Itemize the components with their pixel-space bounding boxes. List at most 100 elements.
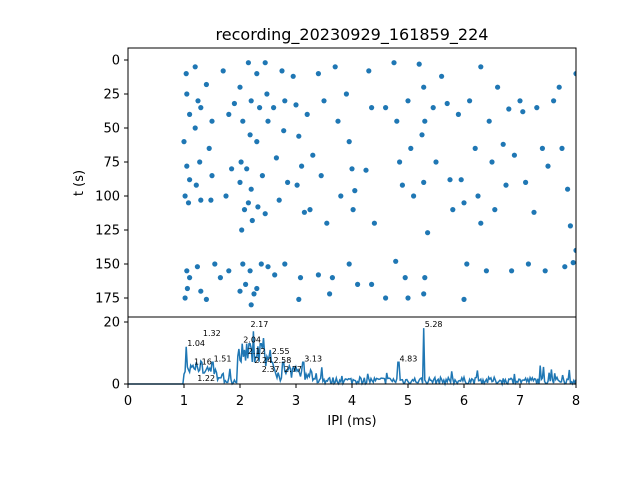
spike-point [562,264,568,270]
spike-point [254,71,260,77]
axes-ticks: 0 25 50 75 100 125 150 175 0 20 0 1 2 3 4 5 6 7 8 [95,54,580,410]
peak-label: 2.12 [248,347,266,356]
spike-point [450,207,456,213]
peak-label: 1.04 [187,339,205,348]
spike-point [299,163,305,169]
peak-label: 2.24 [254,356,272,365]
spike-point [254,285,260,292]
spike-point [220,68,226,74]
spike-point [198,197,204,203]
spike-point [525,261,532,267]
spike-point [265,118,271,124]
spike-point [391,60,397,66]
spike-point [197,159,203,165]
peak-label: 4.83 [400,354,418,363]
spike-point [187,177,193,183]
spike-point [458,177,464,183]
spike-point [248,186,254,192]
spike-point [425,230,431,236]
spike-point [265,264,271,270]
raster-y-tick-label: 125 [95,224,120,239]
spike-point [492,207,498,213]
spike-point [405,295,411,301]
peak-label: 1.16 [194,357,212,366]
raster-y-tick-label: 100 [95,190,120,205]
peak-label: 2.17 [251,320,269,329]
spike-point [321,98,327,104]
spike-point [475,193,481,199]
spike-point [271,105,277,111]
x-tick-label: 5 [404,394,412,409]
spike-point [570,260,576,266]
spike-point [483,268,489,274]
spike-point [257,105,263,111]
spike-point [539,145,546,151]
spike-point [478,220,484,226]
spike-point [217,275,223,281]
spike-point [192,64,198,70]
spike-point [184,268,190,274]
spike-point [464,261,470,267]
spike-point [335,118,341,124]
spike-point [203,296,209,302]
spike-point [346,139,352,145]
spike-point [208,197,214,203]
peak-label: 1.32 [203,329,221,338]
spike-point [511,152,517,158]
raster-plot [181,60,576,308]
spike-point [324,220,330,226]
spike-point [238,159,244,165]
spike-point [315,71,321,77]
spike-point [394,118,400,124]
x-tick-label: 2 [236,394,244,409]
spike-point [369,281,375,287]
spike-point [534,105,540,111]
spike-point [419,132,425,138]
spike-point [503,182,509,188]
spike-point [447,177,453,183]
x-axis-label: IPI (ms) [327,414,376,429]
spike-point [517,98,523,104]
spike-point [371,220,377,226]
spike-point [258,261,264,267]
spike-point [478,64,484,70]
raster-y-tick-label: 25 [103,88,120,103]
spike-point [294,182,300,188]
spike-point [248,98,254,104]
spike-point [495,84,501,90]
chart-title: recording_20230929_161859_224 [216,25,489,45]
spike-point [249,217,255,224]
hist-y-tick-label: 20 [103,316,120,331]
spike-point [315,272,321,278]
raster-y-tick-label: 150 [95,258,120,273]
spike-point [338,193,344,199]
raster-y-tick-label: 50 [103,122,120,137]
spike-point [296,133,302,139]
spike-point [304,111,310,117]
spike-point [182,295,188,301]
spike-point [239,227,245,233]
spike-point [383,295,389,301]
x-tick-label: 8 [572,394,580,409]
spike-point [281,128,287,134]
x-tick-label: 7 [516,394,524,409]
spike-point [402,275,408,281]
spike-point [301,209,307,215]
spike-point [421,84,427,90]
spike-point [444,100,450,107]
spike-point [318,173,324,179]
peak-label: 3.13 [304,354,322,363]
spike-point [573,71,576,77]
x-tick-label: 4 [348,394,356,409]
spike-point [531,209,537,215]
spike-point [272,272,278,278]
x-tick-label: 3 [292,394,300,409]
spike-point [290,73,296,79]
y-axis-label: t (s) [72,170,87,196]
spike-point [393,258,399,264]
spike-point [195,98,201,104]
spike-point [405,98,411,104]
spike-point [241,207,248,213]
spike-point [262,60,268,66]
spike-point [240,261,246,267]
